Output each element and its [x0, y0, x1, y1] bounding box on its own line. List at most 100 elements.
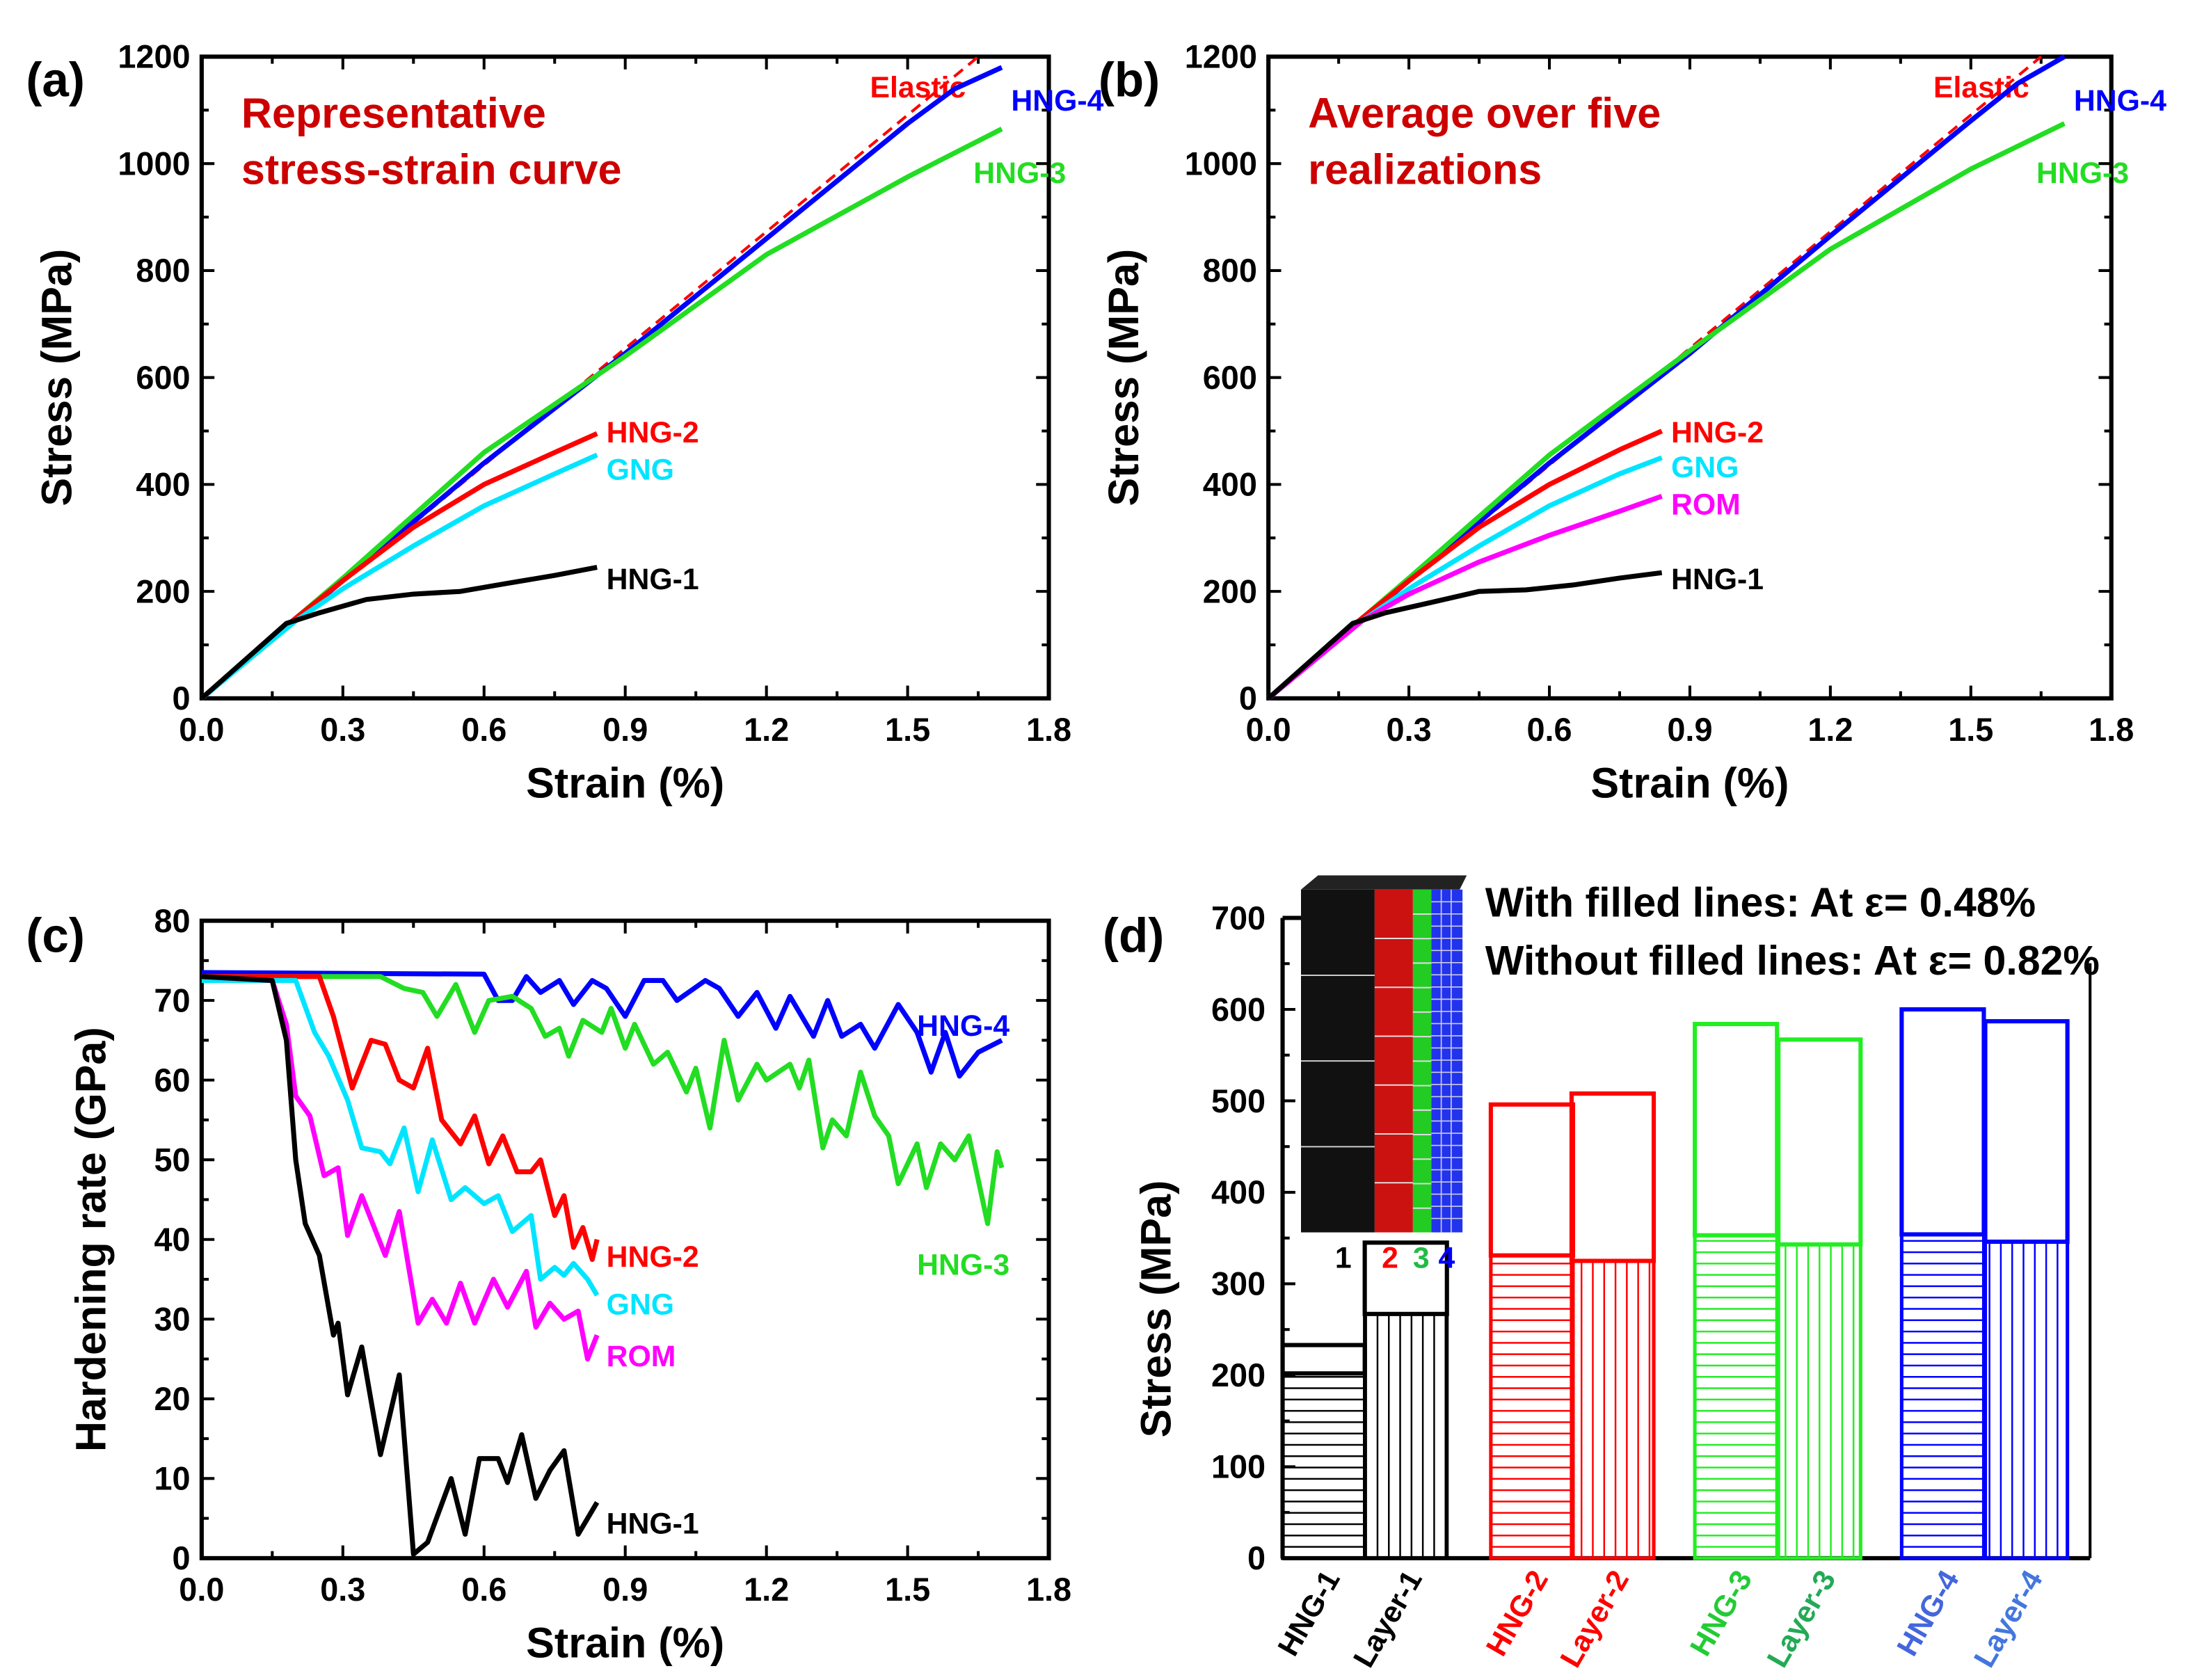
- y-tick-label: 100: [1211, 1449, 1266, 1485]
- series-label: HNG-3: [2036, 157, 2129, 190]
- inset-layer-label: 1: [1335, 1241, 1352, 1274]
- series-label: HNG-2: [1671, 416, 1764, 449]
- panel-label: (d): [1103, 908, 1164, 962]
- x-tick-label: 0.9: [1667, 712, 1712, 748]
- y-tick-label: 1200: [1185, 39, 1257, 75]
- x-tick-label: 0.9: [602, 712, 648, 748]
- y-axis-title: Stress (MPa): [33, 249, 81, 506]
- x-tick-label: 1.2: [744, 1571, 789, 1608]
- series-line-hng-3: [201, 974, 1005, 1226]
- x-tick-label: Layer-1: [1347, 1565, 1429, 1673]
- series-line-hng-2: [200, 431, 598, 701]
- series-label: ROM: [1671, 488, 1741, 522]
- bar-hng-4: HNG-4: [1890, 1007, 1986, 1662]
- bar-unfilled-segment: [1983, 1019, 2070, 1245]
- bar-unfilled-segment: [1776, 1037, 1863, 1247]
- layer-4-block: [1431, 889, 1463, 1233]
- x-tick-label: 0.6: [461, 712, 506, 748]
- bar-layer-4: Layer-4: [1967, 1019, 2070, 1673]
- x-tick-label: 0.9: [602, 1571, 648, 1608]
- y-tick-label: 800: [136, 253, 190, 289]
- annotation-note: With filled lines: At ε= 0.48%: [1485, 879, 2036, 925]
- x-tick-label: HNG-2: [1480, 1565, 1555, 1661]
- y-tick-label: 1200: [118, 39, 190, 75]
- y-tick-label: 60: [154, 1062, 190, 1098]
- chart-title: realizations: [1308, 146, 1542, 193]
- y-tick-label: 600: [1211, 991, 1266, 1027]
- y-tick-label: 700: [1211, 900, 1266, 936]
- series-label: HNG-4: [917, 1009, 1009, 1043]
- x-tick-label: 0.3: [320, 1571, 365, 1608]
- chart-title: stress-strain curve: [241, 146, 622, 193]
- x-axis-title: Strain (%): [526, 1619, 724, 1666]
- inset-layer-label: 2: [1382, 1241, 1398, 1274]
- bar-filled-segment: [1280, 1371, 1367, 1560]
- series-label: GNG: [607, 454, 674, 487]
- bar-unfilled-segment: [1488, 1102, 1576, 1258]
- series-label: HNG-2: [607, 1240, 699, 1274]
- bar-unfilled-segment: [1899, 1007, 1986, 1237]
- y-tick-label: 0: [173, 680, 191, 717]
- annotation-note: Without filled lines: At ε= 0.82%: [1485, 938, 2100, 984]
- y-tick-label: 1000: [1185, 145, 1257, 182]
- bar-unfilled-segment: [1693, 1021, 1780, 1238]
- y-tick-label: 30: [154, 1302, 190, 1338]
- y-tick-label: 200: [136, 573, 190, 609]
- series-label: HNG-3: [917, 1248, 1009, 1281]
- y-tick-label: 40: [154, 1222, 190, 1258]
- y-tick-label: 800: [1203, 253, 1257, 289]
- x-tick-label: 1.5: [885, 1571, 930, 1608]
- bar-filled-segment: [1693, 1233, 1779, 1560]
- y-tick-label: 400: [1211, 1174, 1266, 1210]
- x-tick-label: 1.2: [744, 712, 789, 748]
- series-label: GNG: [1671, 451, 1739, 484]
- series-line-hng-4: [201, 970, 1003, 1079]
- bar-filled-segment: [1570, 1259, 1656, 1560]
- y-axis-title: Stress (MPa): [1133, 1181, 1180, 1438]
- y-tick-label: 500: [1211, 1083, 1266, 1119]
- y-tick-label: 0: [173, 1540, 191, 1576]
- panel-label: (b): [1099, 52, 1160, 106]
- series-label: HNG-4: [2074, 84, 2166, 118]
- chart-title: Representative: [241, 89, 546, 136]
- bar-hng-1: HNG-1: [1272, 1343, 1367, 1662]
- x-tick-label: 1.8: [2089, 712, 2134, 748]
- y-tick-label: 400: [136, 467, 190, 503]
- x-tick-label: 0.6: [1526, 712, 1572, 748]
- y-tick-label: 50: [154, 1142, 190, 1178]
- y-tick-label: 20: [154, 1381, 190, 1417]
- bar-filled-segment: [1776, 1242, 1862, 1560]
- series-line-hng-2: [1266, 429, 1663, 701]
- y-tick-label: 600: [1203, 360, 1257, 396]
- panel-label: (c): [26, 908, 85, 962]
- bar-unfilled-segment: [1362, 1240, 1449, 1316]
- y-tick-label: 80: [154, 903, 190, 939]
- y-tick-label: 70: [154, 982, 190, 1018]
- y-tick-label: 10: [154, 1461, 190, 1497]
- x-tick-label: 1.5: [885, 712, 930, 748]
- x-tick-label: Layer-3: [1761, 1565, 1843, 1673]
- y-tick-label: 600: [136, 360, 190, 396]
- x-tick-label: 0.0: [179, 712, 224, 748]
- layer-2-block: [1374, 889, 1413, 1233]
- y-tick-label: 0: [1239, 680, 1257, 717]
- y-tick-label: 300: [1211, 1266, 1266, 1302]
- x-tick-label: 0.6: [461, 1571, 506, 1608]
- panel-b: (b) 0.0 0.3 0.6 0.9 1.2 1.5 1.8 0 200 400 600 800 100…: [1099, 39, 2166, 807]
- series-line-hng-4: [200, 65, 1003, 701]
- series-line-rom: [201, 974, 600, 1362]
- inset-layer-label: 4: [1439, 1241, 1455, 1274]
- series-line-hng-1: [200, 565, 598, 701]
- bar-hng-3: HNG-3: [1684, 1021, 1780, 1662]
- chart-title: Average over five: [1308, 89, 1661, 136]
- x-tick-label: 0.0: [179, 1571, 224, 1608]
- y-axis-title: Hardening rate (GPa): [67, 1027, 114, 1452]
- series-line-gng: [1266, 455, 1663, 701]
- y-tick-label: 200: [1203, 573, 1257, 609]
- series-line-hng-2: [201, 974, 600, 1262]
- series-line-hng-1: [1266, 570, 1663, 701]
- panel-label: (a): [26, 52, 85, 106]
- bar-hng-2: HNG-2: [1480, 1102, 1576, 1662]
- bar-unfilled-segment: [1569, 1091, 1657, 1263]
